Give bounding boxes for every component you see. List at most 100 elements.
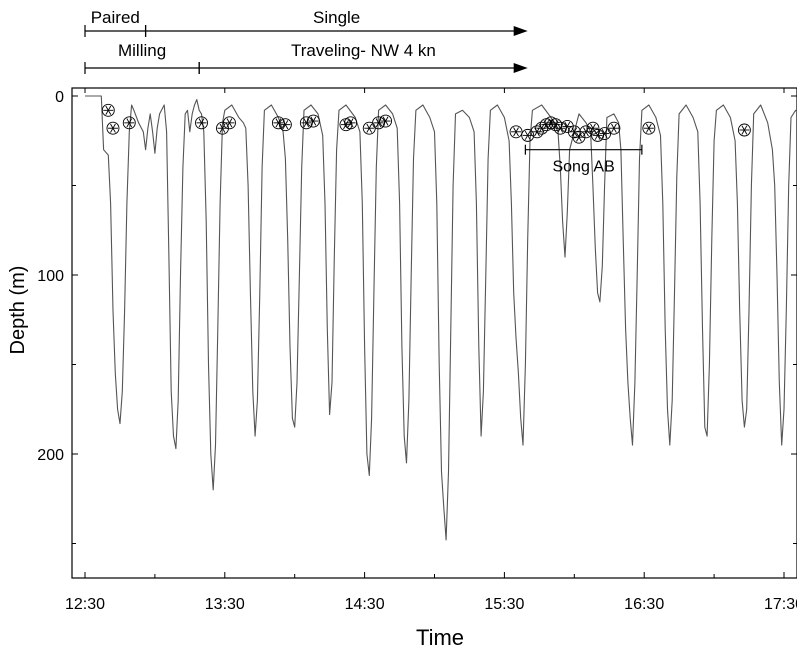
song-marker	[586, 121, 600, 135]
song-marker	[737, 123, 751, 137]
bracket-label: Single	[313, 8, 360, 27]
song-marker-circle	[521, 128, 535, 142]
song-marker-star	[741, 125, 748, 135]
song-marker	[642, 121, 656, 135]
song-marker-star	[513, 127, 519, 137]
song-marker-star	[198, 118, 205, 128]
song-marker-circle	[101, 103, 115, 117]
song-bout-annotation: Song AB	[524, 144, 643, 176]
x-tick-label: 16:30	[624, 596, 664, 613]
song-marker-star	[590, 123, 596, 133]
song-marker-star	[347, 118, 354, 128]
song-marker	[106, 121, 120, 135]
x-axis: 12:30 13:30 14:30 15:30 16:30 17:30	[65, 88, 797, 613]
song-marker-star	[601, 129, 608, 139]
song-marker-circle	[306, 114, 320, 128]
song-marker-star	[343, 120, 349, 130]
song-marker-star	[594, 130, 601, 140]
song-marker	[299, 116, 313, 130]
song-marker-star	[543, 120, 550, 130]
song-marker	[607, 121, 621, 135]
song-marker-star	[126, 118, 133, 128]
song-marker	[567, 125, 581, 139]
bracket-label: Paired	[91, 8, 140, 27]
plot-frame	[71, 87, 797, 579]
song-marker-circle	[379, 114, 393, 128]
song-marker	[509, 125, 523, 139]
song-marker	[572, 130, 586, 144]
song-marker-circle	[122, 116, 136, 130]
song-marker-circle	[106, 121, 120, 135]
song-marker-circle	[560, 119, 574, 133]
song-marker-star	[366, 123, 373, 133]
song-marker-star	[645, 123, 652, 133]
song-marker	[362, 121, 376, 135]
song-marker-star	[226, 118, 233, 128]
song-marker-star	[382, 116, 389, 126]
song-marker-circle	[223, 116, 236, 130]
x-tick-label: 14:30	[345, 596, 385, 613]
song-marker-star	[583, 127, 589, 137]
song-marker	[379, 114, 393, 128]
song-marker	[560, 119, 574, 133]
song-marker	[216, 121, 229, 135]
bracket-label: Traveling- NW 4 kn	[291, 41, 436, 60]
song-marker-circle	[278, 118, 292, 132]
song-marker-circle	[195, 116, 208, 130]
bracket-label: Milling	[118, 41, 166, 60]
song-marker	[521, 128, 535, 142]
song-markers	[101, 103, 751, 144]
y-tick-label: 100	[37, 268, 64, 285]
song-marker-star	[110, 123, 116, 133]
song-marker-circle	[642, 121, 656, 135]
x-axis-label: Time	[416, 625, 464, 650]
x-tick-label: 17:30	[764, 596, 797, 613]
song-bout-label: Song AB	[552, 159, 614, 176]
song-marker	[101, 103, 115, 117]
song-marker	[553, 121, 567, 135]
x-tick-label: 15:30	[484, 596, 524, 613]
song-marker	[579, 125, 593, 139]
movement-row: Milling Traveling- NW 4 kn	[84, 41, 528, 74]
dive-profile-line	[85, 95, 797, 541]
song-marker-circle	[530, 125, 544, 139]
song-marker-star	[275, 118, 282, 128]
song-marker	[278, 118, 292, 132]
song-marker	[591, 128, 605, 142]
y-axis-label: Depth (m)	[7, 266, 29, 355]
song-marker-circle	[216, 121, 229, 135]
song-marker	[598, 127, 612, 141]
annotation-rows: Paired Single Milling Traveling- NW 4 kn	[84, 8, 528, 74]
song-marker-star	[105, 105, 112, 115]
song-marker-circle	[572, 130, 586, 144]
song-marker-star	[571, 127, 578, 137]
arrowhead	[513, 26, 528, 36]
x-tick-label: 12:30	[65, 596, 105, 613]
song-marker	[223, 116, 236, 130]
y-tick-label: 200	[37, 447, 64, 464]
song-marker-star	[303, 118, 310, 128]
y-axis: 0 100 200	[37, 89, 797, 544]
song-marker-circle	[737, 123, 751, 137]
song-marker	[344, 116, 358, 130]
x-tick-label: 13:30	[205, 596, 245, 613]
song-marker-circle	[607, 121, 621, 135]
song-marker-star	[557, 123, 564, 133]
song-marker	[195, 116, 208, 130]
song-marker-circle	[509, 125, 523, 139]
song-marker-star	[524, 130, 531, 140]
song-marker-star	[282, 120, 289, 130]
song-marker-circle	[579, 125, 593, 139]
y-tick-label: 0	[55, 89, 64, 106]
song-marker-circle	[344, 116, 358, 130]
song-marker-circle	[586, 121, 600, 135]
behavior-state-row: Paired Single	[84, 8, 528, 37]
arrowhead	[513, 63, 528, 73]
song-marker-star	[611, 123, 617, 133]
song-marker	[306, 114, 320, 128]
song-marker-star	[375, 118, 382, 128]
song-marker-star	[564, 121, 571, 131]
song-marker	[122, 116, 136, 130]
song-marker-star	[310, 116, 317, 126]
